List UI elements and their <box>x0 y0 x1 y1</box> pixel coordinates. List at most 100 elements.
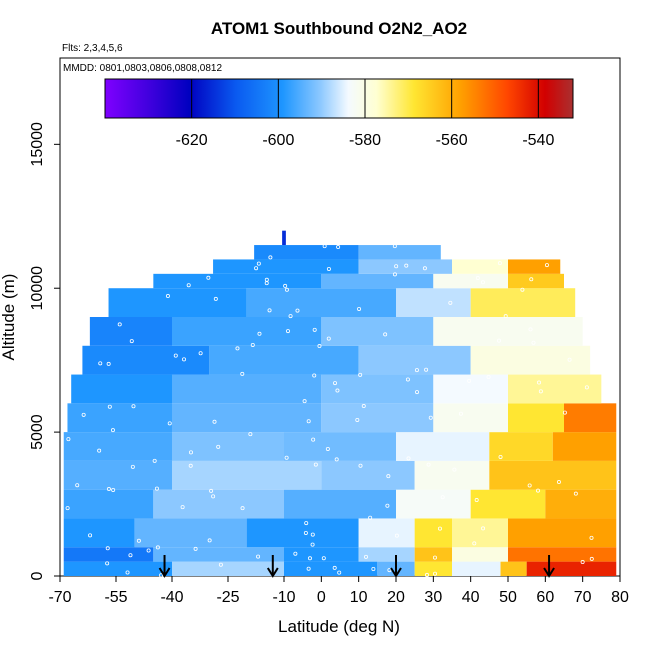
sample-point <box>285 329 290 334</box>
field-cell <box>433 374 508 404</box>
sample-point <box>424 367 429 372</box>
x-tick-label: -10 <box>272 589 295 606</box>
sample-point <box>268 255 273 260</box>
field-cell <box>508 403 564 433</box>
sample-point <box>371 566 376 571</box>
sample-point <box>167 421 172 426</box>
x-tick-label: -70 <box>48 589 71 606</box>
field-cell <box>67 403 172 433</box>
field-cell <box>414 460 490 490</box>
sample-point <box>394 264 399 269</box>
sample-point <box>363 554 368 559</box>
x-tick-label: 20 <box>387 589 405 606</box>
sample-point <box>406 456 411 461</box>
sample-point <box>448 300 453 305</box>
field-cell <box>108 288 247 317</box>
field-cell <box>63 547 154 562</box>
sample-point <box>387 568 392 573</box>
sample-point <box>475 276 480 281</box>
sample-point <box>256 554 261 559</box>
sample-point <box>361 404 366 409</box>
sample-point <box>256 261 261 266</box>
sample-point <box>152 458 157 463</box>
sample-point <box>182 357 187 362</box>
field-cell <box>508 273 564 289</box>
sample-point <box>589 556 594 561</box>
arrow-marker <box>543 555 555 578</box>
sample-point <box>97 448 102 453</box>
field-cell <box>564 403 617 433</box>
field-cell <box>284 489 396 519</box>
field-cell <box>358 518 415 548</box>
sample-point <box>573 491 578 496</box>
y-axis: 0 5000 10000 15000 <box>29 122 60 580</box>
sample-point <box>322 244 327 249</box>
sample-point <box>520 287 525 292</box>
sample-point <box>312 327 317 332</box>
field-cell <box>321 273 434 289</box>
field-cell <box>172 403 322 433</box>
sample-point <box>357 306 362 311</box>
field-cell <box>172 374 322 404</box>
field-cell <box>433 317 583 346</box>
sample-point <box>527 483 532 488</box>
sample-point <box>385 503 390 508</box>
y-tick-label: 15000 <box>29 122 46 167</box>
sample-point <box>154 486 159 491</box>
sample-point <box>312 373 317 378</box>
sample-point <box>335 388 340 393</box>
sample-point <box>284 455 289 460</box>
field-cell <box>282 230 286 246</box>
sample-point <box>75 483 80 488</box>
sample-point <box>198 351 203 356</box>
sample-point <box>188 463 193 468</box>
sample-point <box>537 380 542 385</box>
sample-point <box>311 437 316 442</box>
sample-point <box>264 277 269 282</box>
sample-point <box>480 280 485 285</box>
sample-point <box>562 410 567 415</box>
field-cell <box>396 288 471 317</box>
sample-point <box>193 546 198 551</box>
field-cell <box>470 288 576 317</box>
sample-point <box>428 415 433 420</box>
sample-point <box>180 505 185 510</box>
sample-point <box>212 419 217 424</box>
field-cell <box>508 259 561 274</box>
sample-point <box>240 506 245 511</box>
field-cell <box>414 561 452 576</box>
color-field <box>63 230 617 576</box>
colorbar-tick-label: -600 <box>262 132 294 149</box>
sample-point <box>267 308 272 313</box>
field-cell <box>284 432 396 461</box>
sample-point <box>106 361 111 366</box>
sample-point <box>334 457 339 462</box>
x-tick-label: -55 <box>104 589 127 606</box>
sample-point <box>317 344 322 349</box>
sample-point <box>580 560 585 565</box>
sample-point <box>538 389 543 394</box>
sample-point <box>474 498 479 503</box>
field-cell <box>452 561 501 576</box>
x-tick-label: 40 <box>462 589 480 606</box>
field-cell <box>246 288 396 317</box>
x-tick-label: 0 <box>317 589 326 606</box>
sample-point <box>424 572 429 577</box>
sample-point <box>130 464 135 469</box>
field-cell <box>63 561 172 576</box>
field-cell <box>321 317 434 346</box>
sample-point <box>211 494 216 499</box>
flights-label: Flts: 2,3,4,5,6 <box>62 43 123 54</box>
field-cell <box>284 547 359 562</box>
sample-points <box>65 244 594 578</box>
field-cell <box>134 518 247 548</box>
sample-point <box>105 546 110 551</box>
sample-point <box>165 294 170 299</box>
sample-point <box>368 515 373 520</box>
field-cell <box>82 345 210 375</box>
sample-point <box>333 381 338 386</box>
sample-point <box>433 571 438 576</box>
sample-point <box>536 488 541 493</box>
field-cell <box>63 460 172 490</box>
x-tick-label: -40 <box>160 589 183 606</box>
